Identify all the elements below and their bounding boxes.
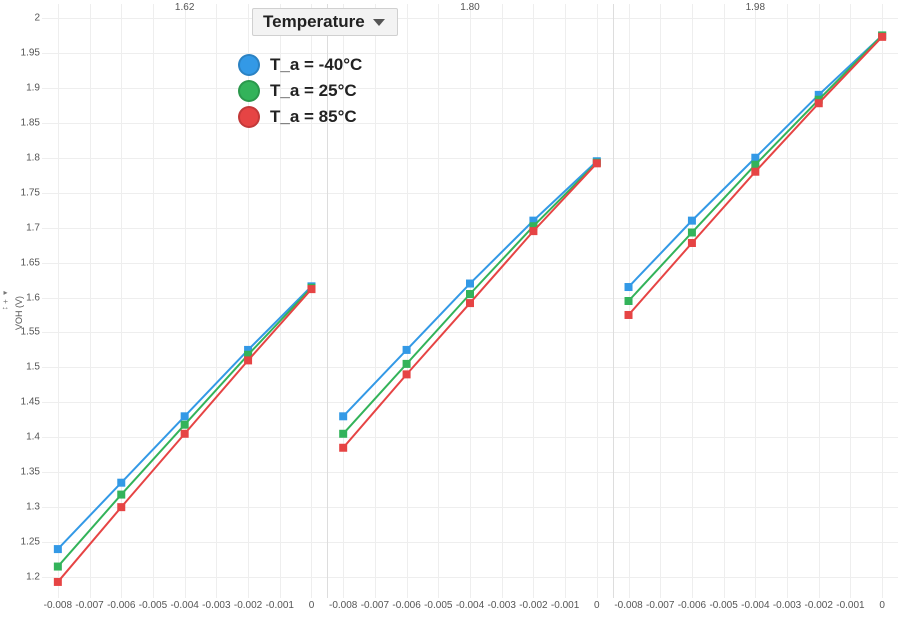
x-tick-label: -0.007 — [646, 600, 674, 611]
series-marker — [181, 421, 189, 429]
series-marker — [339, 444, 347, 452]
series-marker — [878, 33, 886, 41]
x-tick-label: -0.008 — [44, 600, 72, 611]
series-marker — [117, 491, 125, 499]
series-marker — [593, 159, 601, 167]
series-marker — [625, 283, 633, 291]
x-tick-label: -0.005 — [139, 600, 167, 611]
y-tick-label: 1.4 — [14, 432, 40, 443]
x-tick-label: -0.004 — [456, 600, 484, 611]
y-tick-label: 1.8 — [14, 152, 40, 163]
y-tick-label: 1.25 — [14, 537, 40, 548]
x-tick-label: -0.003 — [202, 600, 230, 611]
series-marker — [117, 503, 125, 511]
series-marker — [815, 99, 823, 107]
series-marker — [54, 563, 62, 571]
panel-label: 1.80 — [460, 2, 479, 13]
series-marker — [339, 430, 347, 438]
series-marker — [54, 578, 62, 586]
x-tick-label: 0 — [309, 600, 315, 611]
x-tick-label: -0.002 — [805, 600, 833, 611]
x-tick-label: -0.001 — [266, 600, 294, 611]
x-tick-label: -0.005 — [709, 600, 737, 611]
series-marker — [181, 430, 189, 438]
series-marker — [751, 168, 759, 176]
y-axis-tools[interactable]: ▸ + ↕ — [0, 288, 10, 310]
series-marker — [625, 297, 633, 305]
y-tick-label: 1.5 — [14, 362, 40, 373]
x-tick-label: -0.006 — [392, 600, 420, 611]
legend-item-label: T_a = 25°C — [270, 81, 357, 101]
panel-label: 1.62 — [175, 2, 194, 13]
series-line — [629, 37, 883, 315]
legend-swatch-icon — [238, 54, 260, 76]
x-tick-label: 0 — [594, 600, 600, 611]
legend-dropdown[interactable]: Temperature — [252, 8, 398, 36]
x-tick-label: -0.001 — [551, 600, 579, 611]
legend-item[interactable]: T_a = 25°C — [238, 80, 362, 102]
x-tick-label: -0.003 — [488, 600, 516, 611]
y-tick-label: 1.65 — [14, 257, 40, 268]
series-marker — [339, 412, 347, 420]
panel-label: 1.98 — [746, 2, 765, 13]
chevron-down-icon — [373, 19, 385, 26]
x-tick-label: -0.007 — [361, 600, 389, 611]
legend-item-label: T_a = 85°C — [270, 107, 357, 127]
x-tick-label: -0.001 — [836, 600, 864, 611]
y-tick-label: 1.2 — [14, 572, 40, 583]
series-marker — [466, 290, 474, 298]
x-tick-label: -0.003 — [773, 600, 801, 611]
x-tick-label: -0.004 — [170, 600, 198, 611]
y-tick-label: 1.7 — [14, 222, 40, 233]
x-tick-label: -0.004 — [741, 600, 769, 611]
y-tick-label: 1.35 — [14, 467, 40, 478]
legend-swatch-icon — [238, 106, 260, 128]
series-marker — [307, 285, 315, 293]
y-tick-label: 1.6 — [14, 292, 40, 303]
x-tick-label: 0 — [879, 600, 885, 611]
legend: T_a = -40°C T_a = 25°C T_a = 85°C — [230, 46, 370, 136]
x-tick-label: -0.002 — [234, 600, 262, 611]
series-marker — [688, 229, 696, 237]
x-tick-label: -0.002 — [519, 600, 547, 611]
series-marker — [466, 280, 474, 288]
series-marker — [244, 356, 252, 364]
y-tick-label: 1.55 — [14, 327, 40, 338]
series-marker — [688, 217, 696, 225]
legend-item[interactable]: T_a = -40°C — [238, 54, 362, 76]
series-marker — [403, 370, 411, 378]
series-marker — [625, 311, 633, 319]
x-tick-label: -0.006 — [678, 600, 706, 611]
x-tick-label: -0.008 — [329, 600, 357, 611]
legend-dropdown-label: Temperature — [263, 12, 365, 32]
legend-item-label: T_a = -40°C — [270, 55, 362, 75]
x-tick-label: -0.008 — [614, 600, 642, 611]
series-marker — [529, 227, 537, 235]
series-marker — [403, 346, 411, 354]
series-layer — [42, 4, 898, 598]
x-tick-label: -0.007 — [75, 600, 103, 611]
series-marker — [466, 299, 474, 307]
series-marker — [54, 545, 62, 553]
legend-item[interactable]: T_a = 85°C — [238, 106, 362, 128]
legend-swatch-icon — [238, 80, 260, 102]
series-marker — [181, 412, 189, 420]
series-marker — [403, 360, 411, 368]
x-tick-label: -0.006 — [107, 600, 135, 611]
y-tick-label: 1.85 — [14, 117, 40, 128]
y-tick-label: 1.3 — [14, 502, 40, 513]
y-tick-label: 1.9 — [14, 82, 40, 93]
x-tick-label: -0.005 — [424, 600, 452, 611]
y-tick-label: 1.95 — [14, 47, 40, 58]
chart-container: VOH (V) ▸ + ↕ Temperature T_a = -40°C T_… — [0, 0, 904, 626]
series-marker — [117, 479, 125, 487]
y-tick-label: 1.45 — [14, 397, 40, 408]
series-marker — [688, 239, 696, 247]
y-tick-label: 2 — [14, 12, 40, 23]
y-tick-label: 1.75 — [14, 187, 40, 198]
